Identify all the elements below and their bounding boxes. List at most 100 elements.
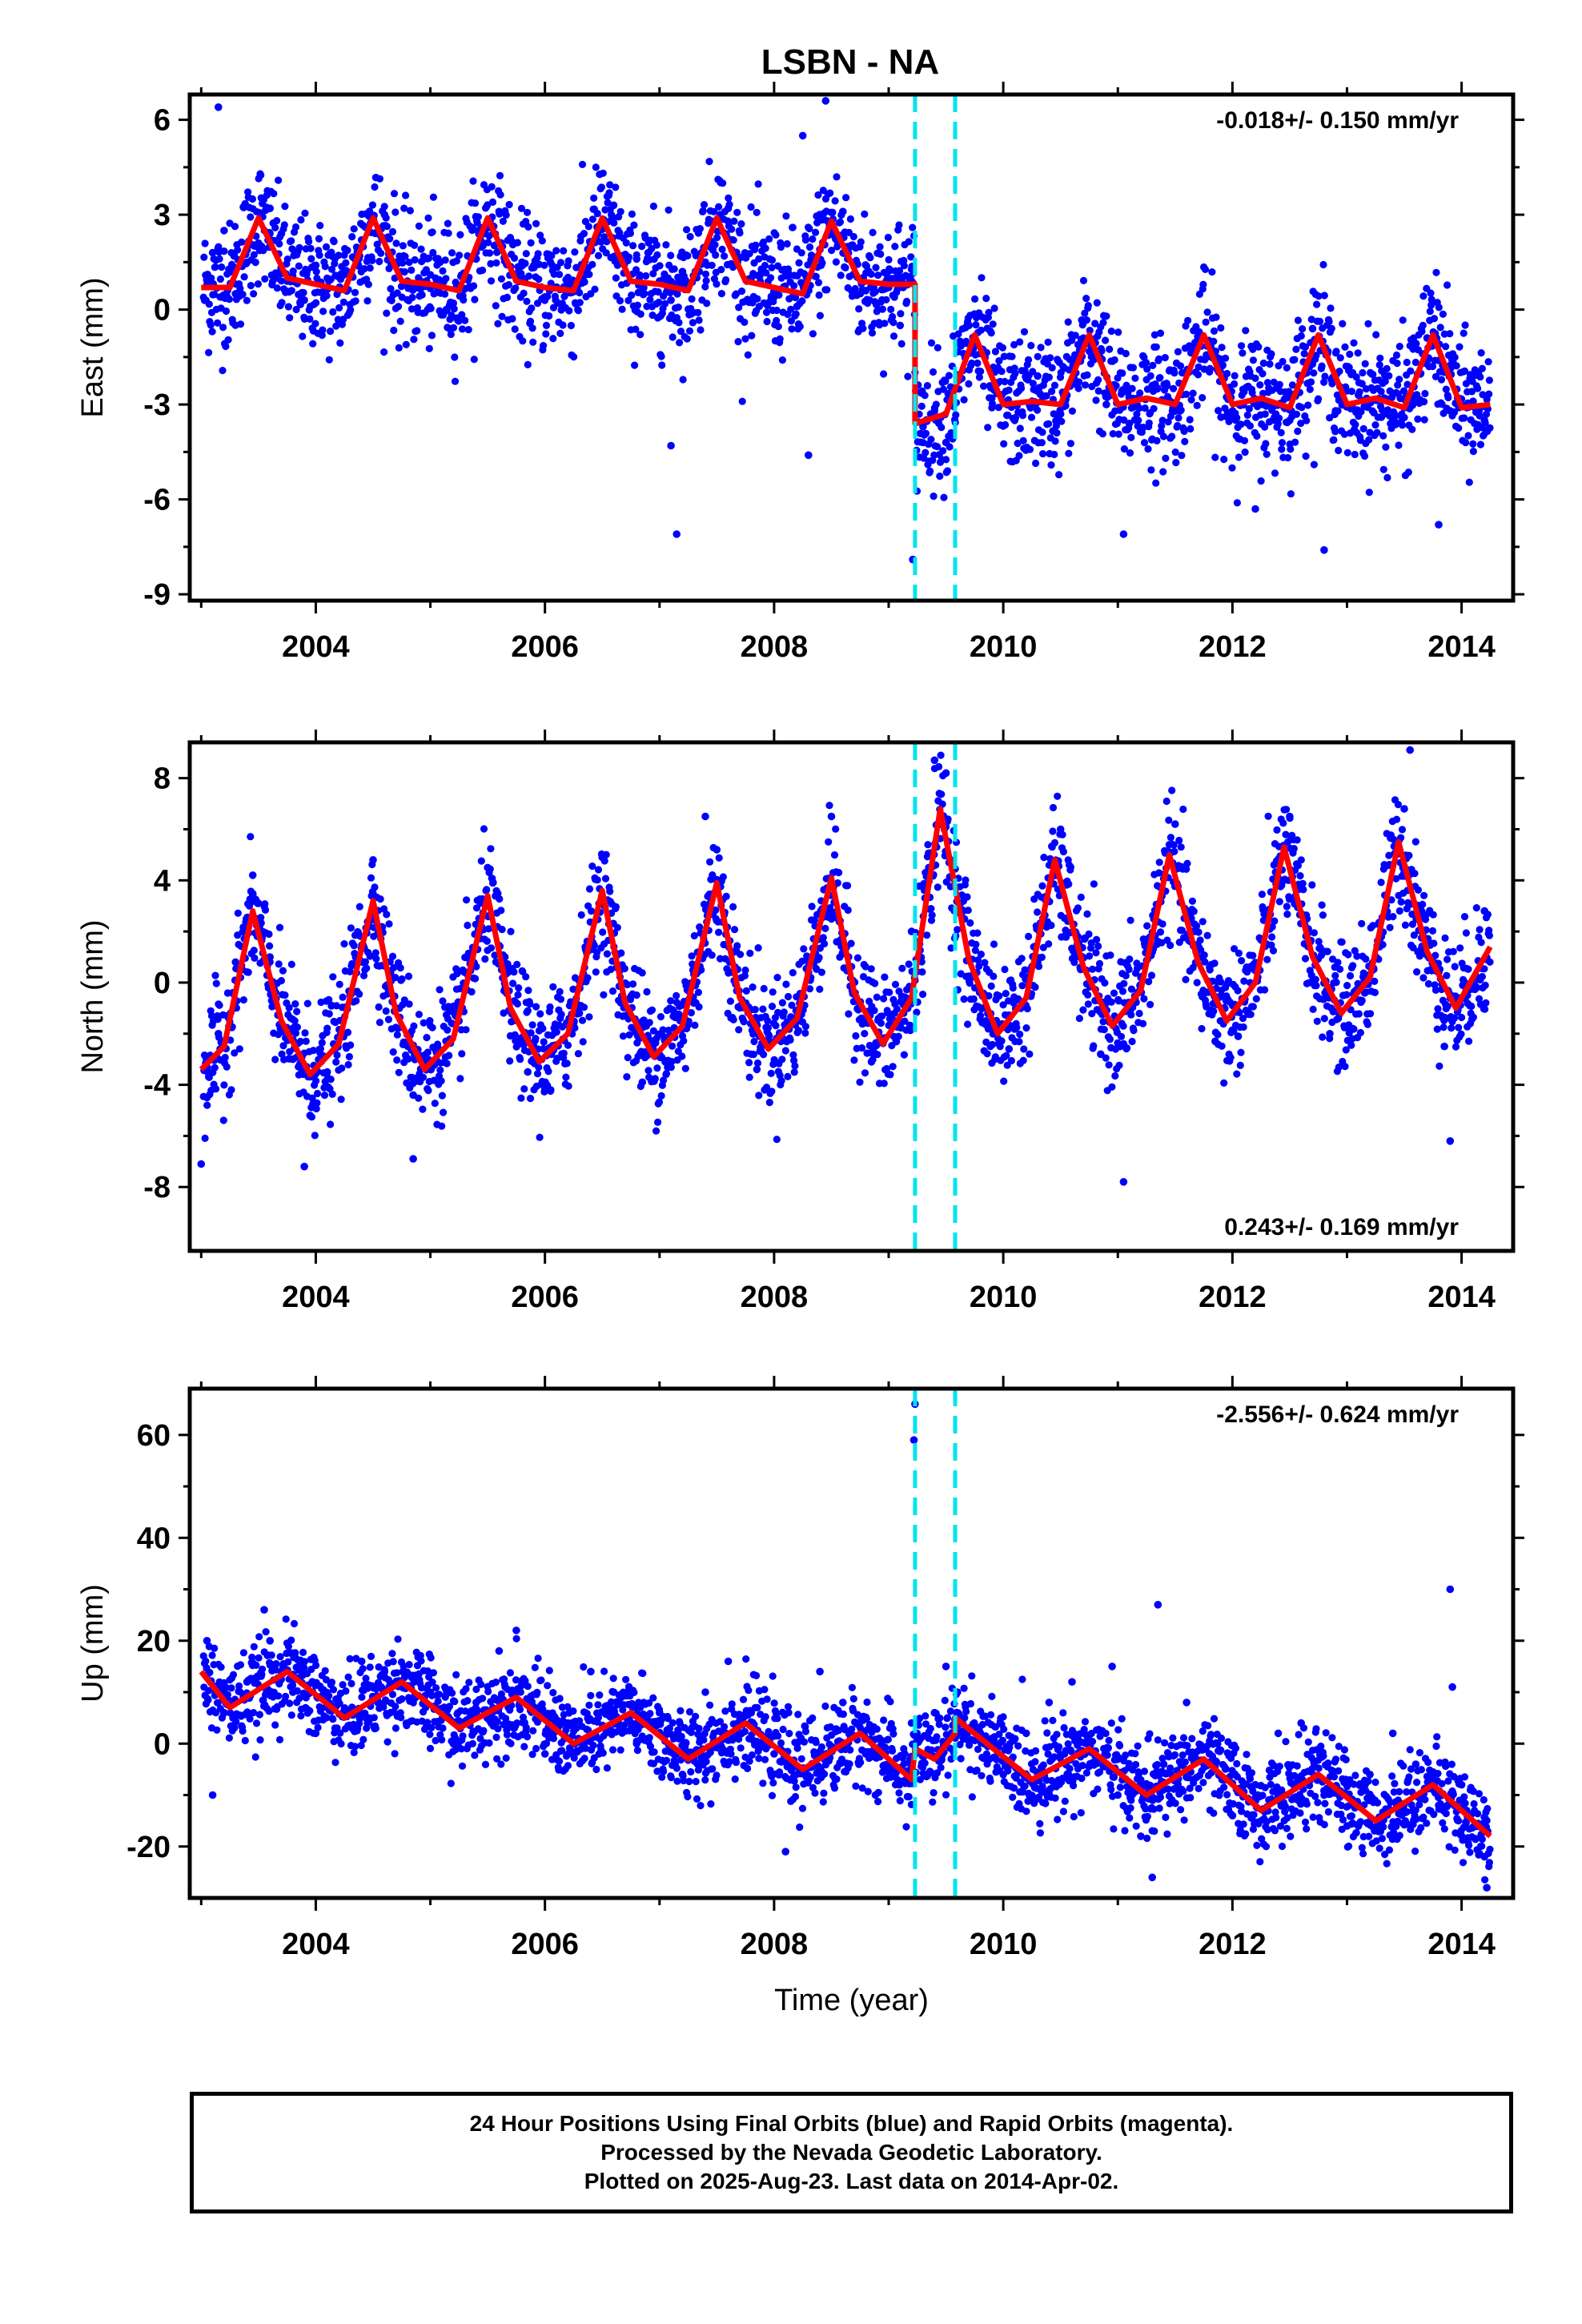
data-point: [749, 983, 757, 991]
data-point: [383, 223, 391, 231]
data-point: [1309, 1005, 1317, 1013]
data-point: [1294, 427, 1302, 436]
data-point: [367, 874, 375, 882]
data-point: [1286, 416, 1294, 424]
data-point: [1395, 343, 1403, 351]
data-point: [653, 1064, 661, 1072]
data-point: [244, 968, 252, 976]
data-point: [333, 1051, 341, 1059]
data-point: [868, 329, 877, 337]
data-point: [411, 241, 419, 249]
data-point: [1307, 378, 1315, 386]
data-point: [1283, 903, 1291, 911]
data-point: [1034, 406, 1042, 414]
data-point: [713, 280, 721, 288]
data-point: [1328, 380, 1336, 388]
data-point: [878, 1012, 886, 1020]
data-point: [1092, 949, 1100, 957]
data-point: [560, 247, 568, 255]
data-point: [1347, 1041, 1355, 1049]
data-point: [376, 895, 384, 903]
data-point: [1341, 343, 1349, 351]
data-point: [701, 283, 709, 291]
data-point: [754, 944, 762, 952]
data-point: [289, 267, 297, 275]
data-point: [323, 292, 331, 300]
data-point: [684, 251, 692, 259]
data-point: [312, 1104, 320, 1113]
data-point: [1256, 381, 1264, 389]
data-point: [876, 243, 884, 251]
data-point: [797, 249, 805, 257]
data-point: [853, 954, 861, 962]
data-point: [1263, 450, 1271, 458]
data-point: [978, 274, 986, 282]
data-point: [1182, 975, 1190, 983]
data-point: [1050, 410, 1058, 418]
data-point: [505, 200, 513, 209]
data-point: [654, 287, 662, 296]
data-point: [833, 879, 841, 887]
data-point: [1436, 324, 1444, 332]
data-point: [408, 266, 416, 274]
data-point: [1313, 300, 1321, 308]
data-point: [211, 291, 219, 299]
data-point: [371, 949, 379, 957]
data-point: [472, 904, 481, 912]
y-tick-label: -3: [143, 388, 171, 422]
data-point: [724, 204, 733, 212]
data-point: [681, 1064, 689, 1072]
data-point: [787, 305, 795, 313]
data-point: [300, 296, 308, 304]
data-point: [1363, 1020, 1371, 1028]
data-point: [488, 198, 497, 206]
data-point: [372, 955, 380, 963]
data-point: [636, 310, 644, 318]
data-point: [363, 964, 371, 972]
data-point: [472, 199, 480, 207]
data-point: [861, 1069, 869, 1077]
data-point: [1351, 420, 1359, 428]
data-point: [1099, 1018, 1107, 1026]
data-point: [507, 927, 515, 935]
data-point: [773, 306, 781, 315]
data-point: [512, 284, 520, 292]
data-point: [629, 242, 637, 250]
data-point: [1147, 971, 1156, 979]
data-point: [255, 899, 263, 907]
data-point: [275, 960, 283, 968]
data-point: [1159, 432, 1167, 440]
data-point: [972, 940, 980, 948]
data-point: [1461, 321, 1469, 329]
data-point: [930, 407, 939, 415]
data-point: [601, 875, 610, 883]
data-point: [1246, 422, 1255, 430]
data-point: [1105, 1061, 1113, 1069]
data-point: [927, 436, 935, 444]
data-point: [954, 330, 962, 338]
data-point: [523, 297, 531, 305]
data-point: [1327, 304, 1335, 312]
data-point: [1343, 991, 1351, 999]
data-point: [1135, 404, 1143, 412]
data-point: [1263, 955, 1271, 963]
data-point: [1143, 922, 1151, 930]
data-point: [871, 287, 879, 296]
data-point: [419, 1105, 427, 1113]
data-point: [445, 1051, 453, 1059]
data-point: [1082, 316, 1090, 324]
data-point: [1484, 358, 1492, 366]
data-point: [388, 227, 397, 235]
data-point: [800, 945, 808, 953]
data-point: [882, 1064, 891, 1073]
data-point: [609, 201, 618, 210]
data-point: [396, 964, 404, 972]
data-point: [1110, 356, 1118, 364]
data-point: [697, 326, 705, 334]
data-point: [1184, 316, 1192, 324]
data-point: [667, 997, 675, 1005]
data-point: [328, 1090, 336, 1098]
data-point: [549, 335, 557, 343]
data-point: [873, 1051, 881, 1059]
data-point: [833, 173, 841, 181]
